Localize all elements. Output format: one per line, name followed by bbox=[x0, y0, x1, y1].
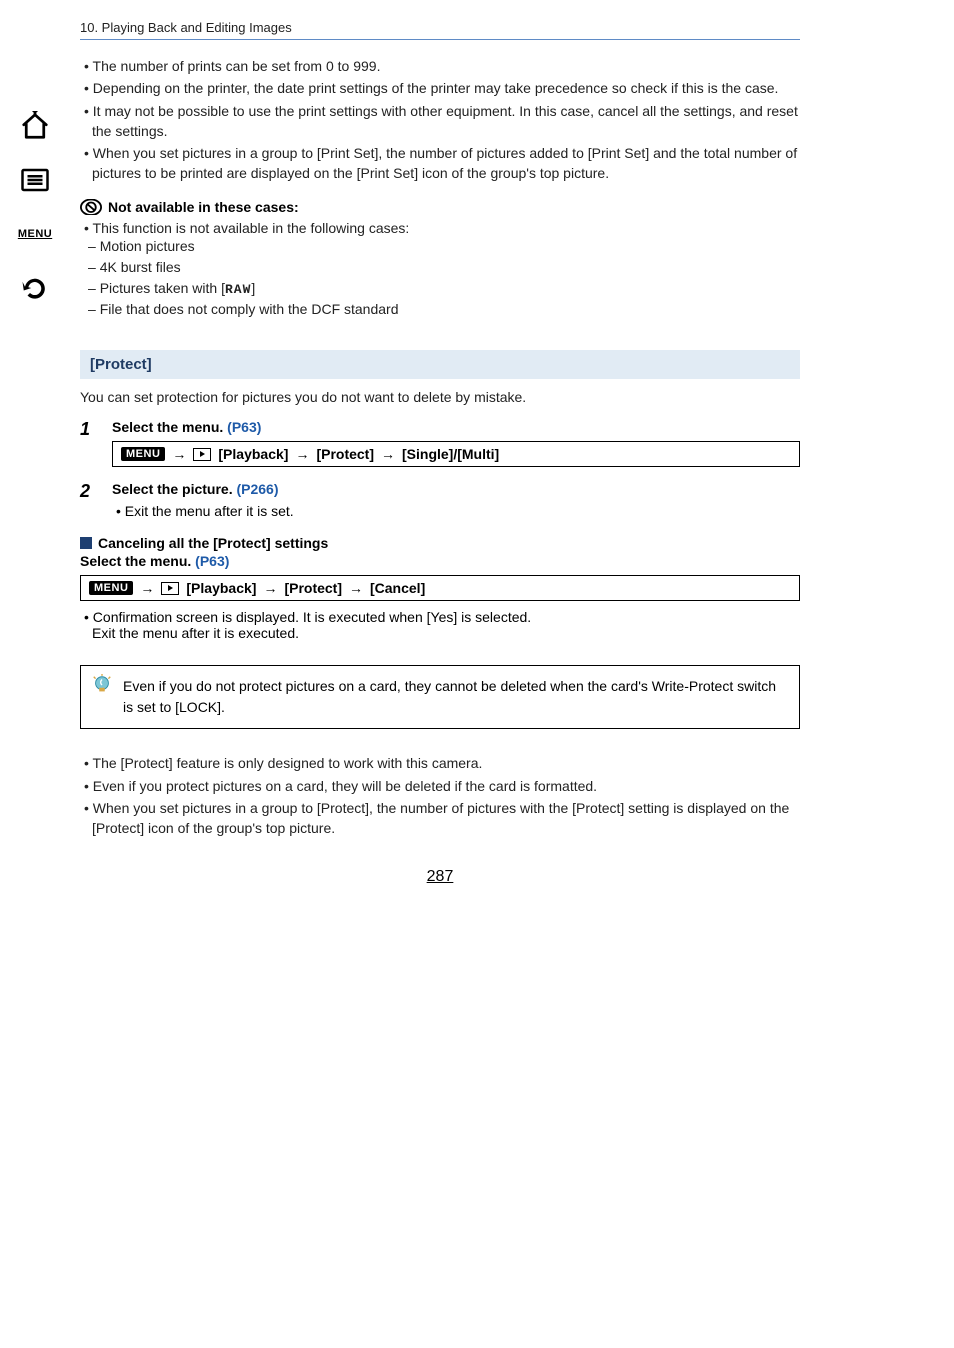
page-link[interactable]: (P266) bbox=[236, 481, 278, 497]
contents-icon[interactable] bbox=[18, 164, 52, 196]
chapter-title: 10. Playing Back and Editing Images bbox=[80, 20, 800, 35]
bottom-bullet-list: The [Protect] feature is only designed t… bbox=[80, 753, 800, 838]
menu-path: MENU → [Playback] → [Protect] → [Single]… bbox=[112, 441, 800, 467]
back-icon[interactable] bbox=[18, 272, 52, 304]
arrow-icon: → bbox=[295, 446, 309, 462]
menu-chip-icon: MENU bbox=[121, 447, 165, 461]
square-bullet-icon bbox=[80, 537, 92, 549]
step-title: Select the menu. (P63) bbox=[112, 419, 800, 435]
bullet-item: The number of prints can be set from 0 t… bbox=[80, 56, 800, 76]
menu-token: [Protect] bbox=[316, 446, 374, 462]
not-available-intro: This function is not available in the fo… bbox=[80, 220, 800, 236]
arrow-icon: → bbox=[349, 580, 363, 596]
menu-path-cancel: MENU → [Playback] → [Protect] → [Cancel] bbox=[80, 575, 800, 601]
sidebar: MENU bbox=[0, 0, 70, 926]
not-available-list: Motion pictures 4K burst files Pictures … bbox=[80, 236, 800, 321]
confirmation-text: Confirmation screen is displayed. It is … bbox=[80, 609, 800, 625]
chapter-rule bbox=[80, 39, 800, 40]
menu-token: [Protect] bbox=[284, 580, 342, 596]
cancel-select: Select the menu. (P63) bbox=[80, 553, 800, 569]
playback-icon bbox=[193, 448, 211, 461]
dash-item: 4K burst files bbox=[80, 257, 800, 278]
step-1: 1 Select the menu. (P63) MENU → [Playbac… bbox=[80, 419, 800, 475]
arrow-icon: → bbox=[263, 580, 277, 596]
bullet-item: Depending on the printer, the date print… bbox=[80, 78, 800, 98]
arrow-icon: → bbox=[140, 580, 154, 596]
cancel-heading: Canceling all the [Protect] settings bbox=[80, 535, 800, 551]
menu-chip-icon: MENU bbox=[89, 581, 133, 595]
raw-icon: RAW bbox=[225, 282, 251, 297]
not-available-heading: Not available in these cases: bbox=[80, 198, 800, 216]
bullet-item: When you set pictures in a group to [Pro… bbox=[80, 798, 800, 839]
menu-token: [Playback] bbox=[218, 446, 288, 462]
menu-token: [Single]/[Multi] bbox=[402, 446, 499, 462]
page-link[interactable]: (P63) bbox=[227, 419, 261, 435]
menu-token: [Cancel] bbox=[370, 580, 425, 596]
tip-box: Even if you do not protect pictures on a… bbox=[80, 665, 800, 729]
step-number: 1 bbox=[80, 419, 98, 475]
prohibit-icon bbox=[80, 198, 102, 216]
page-number: 287 bbox=[80, 868, 800, 886]
top-bullet-list: The number of prints can be set from 0 t… bbox=[80, 56, 800, 184]
tip-text: Even if you do not protect pictures on a… bbox=[123, 676, 785, 718]
step-2: 2 Select the picture. (P266) Exit the me… bbox=[80, 481, 800, 519]
confirmation-text-2: Exit the menu after it is executed. bbox=[80, 625, 800, 641]
dash-item: Motion pictures bbox=[80, 236, 800, 257]
page-link[interactable]: (P63) bbox=[195, 553, 229, 569]
step-sub: Exit the menu after it is set. bbox=[112, 503, 800, 519]
page-content: 10. Playing Back and Editing Images The … bbox=[70, 0, 830, 926]
home-icon[interactable] bbox=[18, 110, 52, 142]
bullet-item: Even if you protect pictures on a card, … bbox=[80, 776, 800, 796]
playback-icon bbox=[161, 582, 179, 595]
tip-bulb-icon bbox=[91, 674, 113, 696]
section-heading: [Protect] bbox=[80, 350, 800, 379]
bullet-item: The [Protect] feature is only designed t… bbox=[80, 753, 800, 773]
menu-icon[interactable]: MENU bbox=[18, 218, 52, 250]
dash-item: Pictures taken with [RAW] bbox=[80, 278, 800, 300]
arrow-icon: → bbox=[172, 446, 186, 462]
arrow-icon: → bbox=[381, 446, 395, 462]
step-title: Select the picture. (P266) bbox=[112, 481, 800, 497]
section-intro: You can set protection for pictures you … bbox=[80, 389, 800, 405]
dash-item: File that does not comply with the DCF s… bbox=[80, 299, 800, 320]
menu-label: MENU bbox=[18, 228, 52, 240]
menu-token: [Playback] bbox=[186, 580, 256, 596]
step-number: 2 bbox=[80, 481, 98, 519]
bullet-item: It may not be possible to use the print … bbox=[80, 101, 800, 142]
not-available-title: Not available in these cases: bbox=[108, 199, 299, 215]
bullet-item: When you set pictures in a group to [Pri… bbox=[80, 143, 800, 184]
